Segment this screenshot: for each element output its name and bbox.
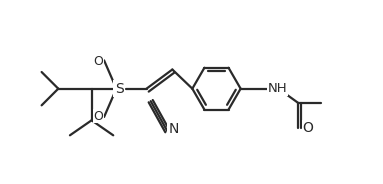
Text: NH: NH xyxy=(268,82,288,95)
Text: O: O xyxy=(302,121,313,135)
Text: S: S xyxy=(115,82,123,96)
Text: O: O xyxy=(93,55,103,68)
Text: O: O xyxy=(93,110,103,123)
Text: N: N xyxy=(168,123,178,137)
